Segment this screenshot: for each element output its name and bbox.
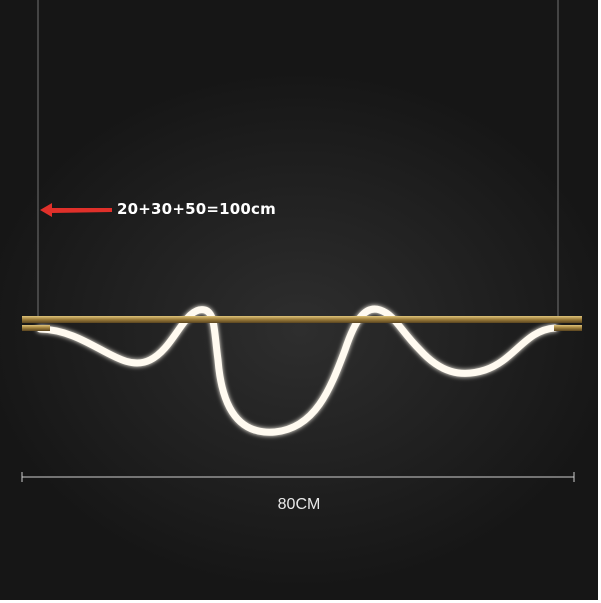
bar-end-left bbox=[22, 325, 50, 331]
length-annotation: 20+30+50=100cm bbox=[117, 200, 276, 218]
dimension-label: 80CM bbox=[277, 496, 321, 513]
led-tube bbox=[36, 305, 559, 436]
brass-bar bbox=[22, 316, 582, 323]
bar-end-right bbox=[554, 325, 582, 331]
red-arrow-icon bbox=[40, 203, 112, 217]
